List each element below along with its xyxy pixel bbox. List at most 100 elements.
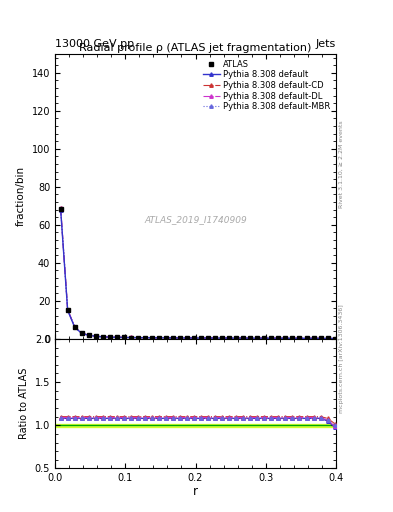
Pythia 8.308 default-MBR	[129, 334, 133, 340]
ATLAS	[297, 335, 302, 342]
ATLAS	[220, 335, 224, 341]
Pythia 8.308 default-MBR	[234, 335, 239, 341]
Pythia 8.308 default-CD	[107, 334, 112, 340]
Pythia 8.308 default	[178, 335, 182, 341]
Line: Pythia 8.308 default: Pythia 8.308 default	[59, 208, 336, 340]
ATLAS	[136, 334, 140, 340]
Pythia 8.308 default-DL	[107, 334, 112, 340]
Pythia 8.308 default-DL	[234, 335, 239, 341]
Pythia 8.308 default	[163, 335, 168, 341]
Pythia 8.308 default	[114, 334, 119, 340]
ATLAS	[276, 335, 281, 342]
Pythia 8.308 default	[86, 332, 91, 338]
Pythia 8.308 default	[65, 307, 70, 313]
Pythia 8.308 default-CD	[269, 335, 274, 342]
Pythia 8.308 default-DL	[178, 335, 182, 341]
Pythia 8.308 default	[58, 206, 63, 212]
Pythia 8.308 default-CD	[318, 335, 323, 342]
Pythia 8.308 default-CD	[332, 335, 337, 342]
Line: ATLAS: ATLAS	[58, 206, 337, 341]
Pythia 8.308 default-MBR	[94, 333, 98, 339]
Bar	[55, 423, 336, 427]
ATLAS	[283, 335, 288, 342]
ATLAS	[129, 334, 133, 340]
ATLAS	[72, 324, 77, 330]
ATLAS	[107, 334, 112, 340]
Pythia 8.308 default	[311, 335, 316, 342]
Pythia 8.308 default-CD	[297, 335, 302, 342]
Pythia 8.308 default-DL	[185, 335, 189, 341]
Pythia 8.308 default	[297, 335, 302, 342]
Pythia 8.308 default-CD	[234, 335, 239, 341]
ATLAS	[178, 335, 182, 341]
Pythia 8.308 default-CD	[241, 335, 246, 341]
Pythia 8.308 default-DL	[171, 335, 175, 341]
Pythia 8.308 default-MBR	[290, 335, 295, 342]
Pythia 8.308 default	[199, 335, 204, 341]
Pythia 8.308 default-MBR	[114, 334, 119, 340]
Pythia 8.308 default	[304, 335, 309, 342]
Pythia 8.308 default-DL	[114, 334, 119, 340]
Pythia 8.308 default-CD	[129, 334, 133, 340]
Pythia 8.308 default-CD	[178, 335, 182, 341]
Pythia 8.308 default-CD	[72, 324, 77, 330]
Pythia 8.308 default-CD	[114, 334, 119, 340]
Pythia 8.308 default-CD	[206, 335, 211, 341]
Pythia 8.308 default	[185, 335, 189, 341]
Pythia 8.308 default-DL	[241, 335, 246, 341]
Pythia 8.308 default	[94, 333, 98, 339]
Text: mcplots.cern.ch [arXiv:1306.3436]: mcplots.cern.ch [arXiv:1306.3436]	[339, 304, 344, 413]
Pythia 8.308 default-MBR	[241, 335, 246, 341]
Pythia 8.308 default-MBR	[255, 335, 260, 342]
Pythia 8.308 default-MBR	[178, 335, 182, 341]
Pythia 8.308 default-DL	[101, 334, 105, 340]
ATLAS	[65, 307, 70, 313]
Pythia 8.308 default-MBR	[297, 335, 302, 342]
ATLAS	[114, 334, 119, 340]
Pythia 8.308 default-CD	[262, 335, 267, 341]
Pythia 8.308 default-DL	[79, 330, 84, 336]
Pythia 8.308 default-DL	[227, 335, 231, 341]
Pythia 8.308 default	[227, 335, 231, 341]
Pythia 8.308 default	[136, 334, 140, 340]
ATLAS	[318, 335, 323, 342]
Text: ATLAS_2019_I1740909: ATLAS_2019_I1740909	[144, 215, 247, 224]
Pythia 8.308 default-DL	[220, 335, 224, 341]
Pythia 8.308 default-MBR	[248, 335, 253, 341]
Pythia 8.308 default-CD	[150, 335, 154, 341]
Pythia 8.308 default	[325, 335, 330, 342]
Pythia 8.308 default-CD	[163, 335, 168, 341]
Pythia 8.308 default-MBR	[192, 335, 196, 341]
ATLAS	[157, 335, 162, 341]
ATLAS	[311, 335, 316, 342]
Pythia 8.308 default-MBR	[157, 335, 162, 341]
Pythia 8.308 default-CD	[79, 330, 84, 336]
Pythia 8.308 default-CD	[283, 335, 288, 342]
Pythia 8.308 default	[129, 334, 133, 340]
Pythia 8.308 default-MBR	[163, 335, 168, 341]
Pythia 8.308 default-MBR	[199, 335, 204, 341]
Pythia 8.308 default	[283, 335, 288, 342]
ATLAS	[206, 335, 211, 341]
ATLAS	[192, 335, 196, 341]
Pythia 8.308 default-DL	[325, 335, 330, 342]
Pythia 8.308 default	[101, 334, 105, 340]
Pythia 8.308 default-MBR	[332, 335, 337, 342]
ATLAS	[150, 335, 154, 341]
Y-axis label: fraction/bin: fraction/bin	[16, 166, 26, 226]
Pythia 8.308 default	[171, 335, 175, 341]
Pythia 8.308 default	[276, 335, 281, 342]
Pythia 8.308 default-CD	[276, 335, 281, 342]
Line: Pythia 8.308 default-CD: Pythia 8.308 default-CD	[59, 206, 336, 340]
Legend: ATLAS, Pythia 8.308 default, Pythia 8.308 default-CD, Pythia 8.308 default-DL, P: ATLAS, Pythia 8.308 default, Pythia 8.30…	[201, 58, 332, 113]
Text: 13000 GeV pp: 13000 GeV pp	[55, 38, 134, 49]
Pythia 8.308 default-DL	[192, 335, 196, 341]
Pythia 8.308 default	[107, 334, 112, 340]
Pythia 8.308 default	[255, 335, 260, 342]
Pythia 8.308 default-DL	[318, 335, 323, 342]
ATLAS	[163, 335, 168, 341]
Pythia 8.308 default-CD	[65, 307, 70, 313]
Pythia 8.308 default	[318, 335, 323, 342]
Pythia 8.308 default-DL	[304, 335, 309, 342]
Pythia 8.308 default-CD	[227, 335, 231, 341]
